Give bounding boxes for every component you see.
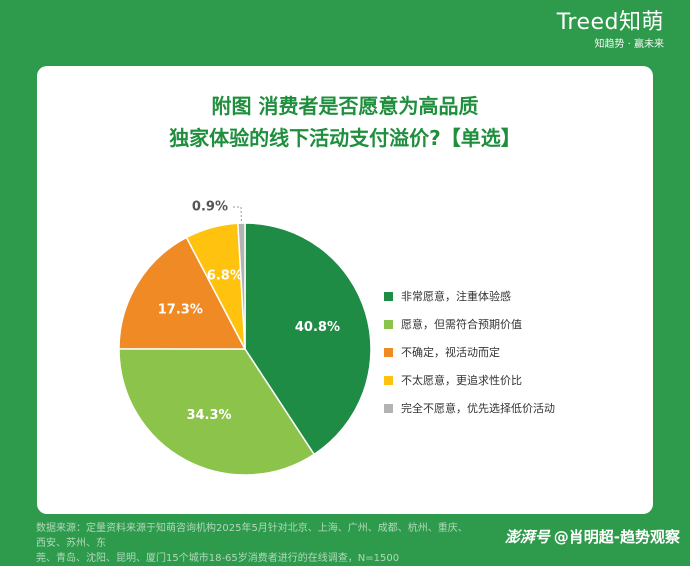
legend-label-3: 不太愿意，更追求性价比 <box>401 374 522 387</box>
chart-legend: 非常愿意，注重体验感 愿意，但需符合预期价值 不确定，视活动而定不太愿意，更追求性价… <box>384 282 555 422</box>
pie-chart: 40.8% 34.3% 17.3% 6.8% 0.9% <box>118 200 372 476</box>
watermark: 澎湃号 @肖明超-趋势观察 <box>505 526 680 547</box>
chart-title-line1: 附图 消费者是否愿意为高品质 <box>211 94 479 118</box>
brand-block: Treed知萌 知趋势 · 赢未来 <box>557 10 664 52</box>
slice-label-1: 34.3% <box>186 408 231 423</box>
slice-label-0: 40.8% <box>295 320 340 335</box>
slice-label-2: 17.3% <box>158 302 203 317</box>
brand-tagline: 知趋势 · 赢未来 <box>594 39 664 50</box>
legend-label-4: 完全不愿意，优先选择低价活动 <box>401 402 555 415</box>
top-bar: Treed知萌 知趋势 · 赢未来 <box>0 0 690 60</box>
watermark-brand: 澎湃号 <box>504 528 550 546</box>
legend-swatch-1 <box>384 319 393 329</box>
chart-card: 附图 消费者是否愿意为高品质 独家体验的线下活动支付溢价?【单选】 40.8% 3… <box>37 66 653 514</box>
legend-item-4: 完全不愿意，优先选择低价活动 <box>384 394 555 422</box>
legend-swatch-3 <box>384 375 393 385</box>
leader-line-4 <box>230 206 242 222</box>
legend-item-2: 不确定，视活动而定 <box>384 338 555 366</box>
legend-label-1: 愿意，但需符合预期价值 <box>401 318 522 331</box>
watermark-author: @肖明超-趋势观察 <box>553 528 680 546</box>
legend-item-1: 愿意，但需符合预期价值 <box>384 310 555 338</box>
brand-logo: Treed知萌 <box>556 10 664 35</box>
chart-title-line2: 独家体验的线下活动支付溢价?【单选】 <box>169 126 521 150</box>
slice-label-3: 6.8% <box>207 269 243 284</box>
data-source-line1: 数据来源：定量资料来源于知萌咨询机构2025年5月针对北京、上海、广州、成都、杭… <box>36 523 468 549</box>
pie-slice-2 <box>118 236 247 350</box>
legend-label-2: 不确定，视活动而定 <box>401 346 500 359</box>
legend-label-0: 非常愿意，注重体验感 <box>401 290 511 303</box>
legend-item-3: 不太愿意，更追求性价比 <box>384 366 555 394</box>
pie-slice-4 <box>237 222 246 350</box>
data-source-line2: 莞、青岛、沈阳、昆明、厦门15个城市18-65岁消费者进行的在线调查，N=150… <box>36 553 400 564</box>
chart-title: 附图 消费者是否愿意为高品质 独家体验的线下活动支付溢价?【单选】 <box>37 90 653 154</box>
legend-item-0: 非常愿意，注重体验感 <box>384 282 555 310</box>
slice-label-4: 0.9% <box>192 200 228 215</box>
legend-swatch-0 <box>384 291 393 301</box>
data-source-note: 数据来源：定量资料来源于知萌咨询机构2025年5月针对北京、上海、广州、成都、杭… <box>36 521 476 566</box>
legend-swatch-4 <box>384 403 393 413</box>
legend-swatch-2 <box>384 347 393 357</box>
pie-slice-1 <box>118 348 316 476</box>
